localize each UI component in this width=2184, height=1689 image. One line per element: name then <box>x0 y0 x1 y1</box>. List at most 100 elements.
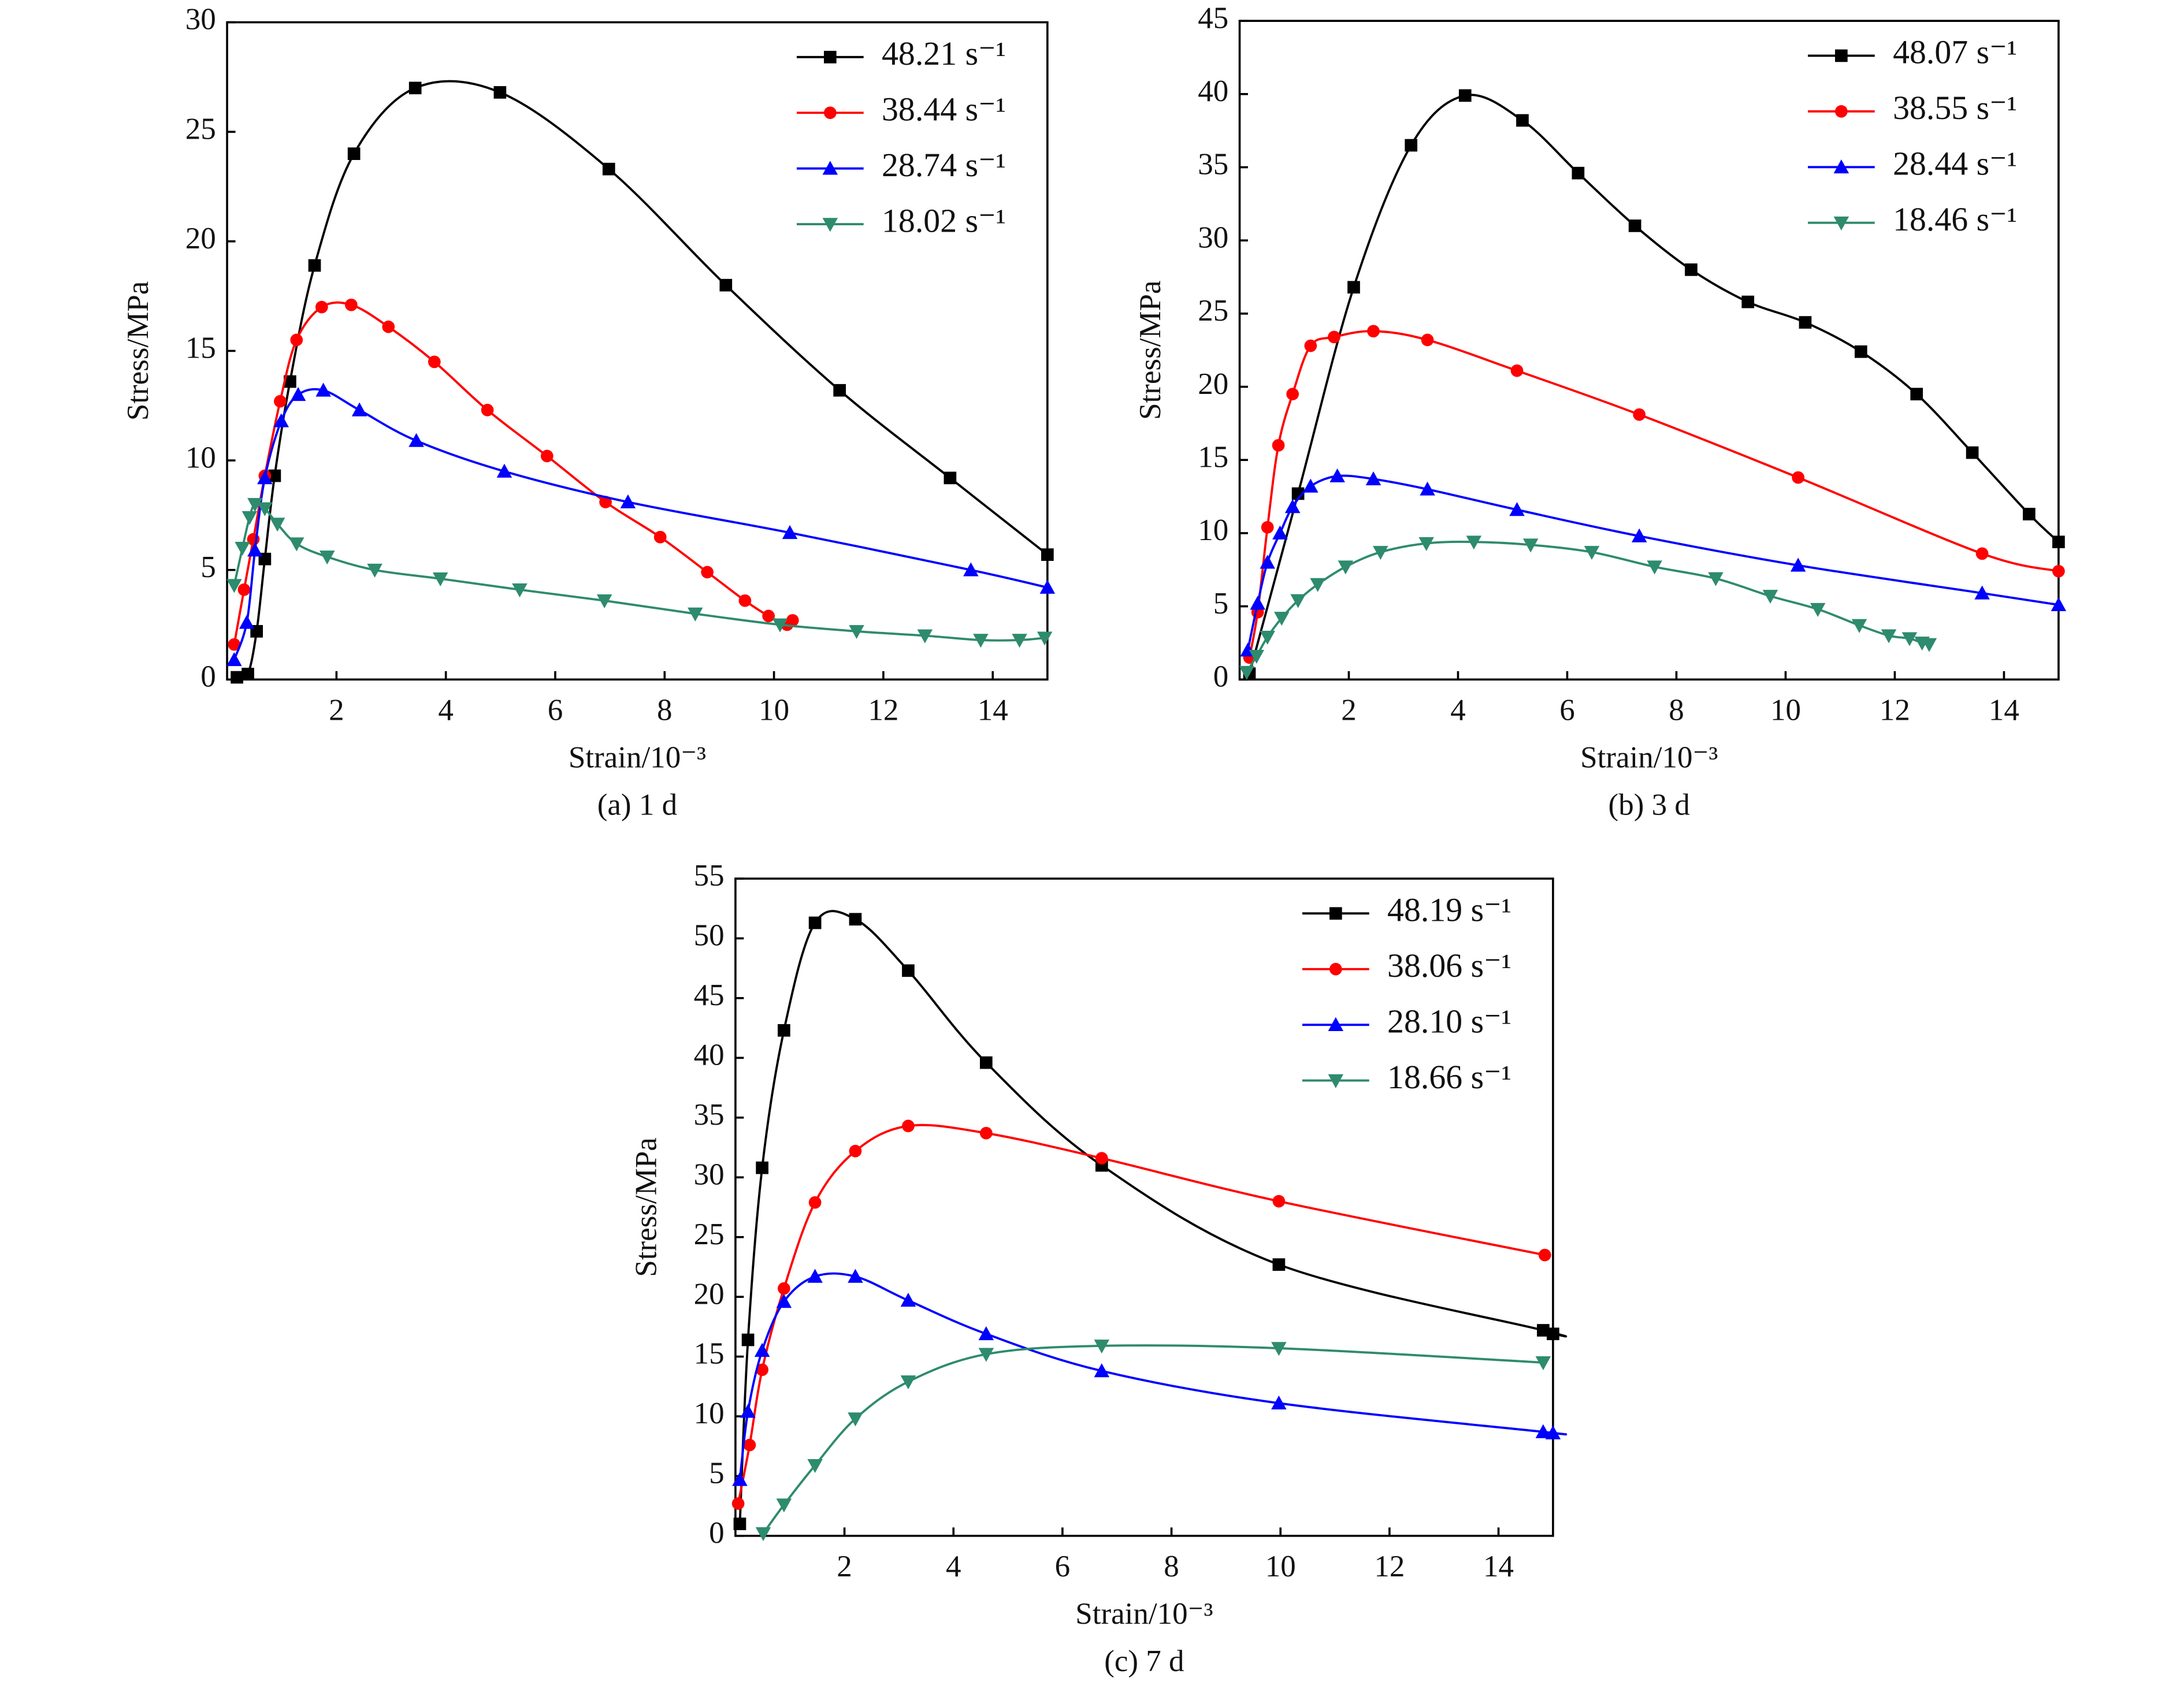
y-tick-label: 35 <box>694 1098 725 1132</box>
marker <box>1418 537 1434 551</box>
marker <box>756 1363 768 1377</box>
x-tick-label: 4 <box>438 693 454 727</box>
marker <box>1741 295 1755 308</box>
marker <box>345 298 358 311</box>
marker <box>242 668 254 680</box>
marker <box>900 1375 916 1390</box>
marker <box>512 583 528 598</box>
marker <box>1535 1356 1551 1371</box>
marker <box>1260 631 1275 645</box>
marker <box>902 1119 915 1133</box>
chart-panel: 0 5 10 15 20 25 30 2 4 6 8 10 12 14 Strain/10⁻³ (a) 1 d… <box>121 3 1056 821</box>
marker <box>1458 89 1472 102</box>
marker <box>1095 1152 1108 1165</box>
marker <box>1420 481 1435 496</box>
marker <box>1633 408 1646 421</box>
marker <box>1910 388 1923 401</box>
marker <box>1538 1248 1551 1262</box>
legend-marker <box>1835 49 1848 62</box>
marker <box>247 542 263 557</box>
marker <box>807 1268 823 1283</box>
marker <box>755 1527 771 1541</box>
marker <box>1631 528 1647 542</box>
marker <box>1328 330 1340 344</box>
x-tick-label: 10 <box>759 693 789 727</box>
y-tick-label: 10 <box>1198 514 1228 547</box>
marker <box>741 1333 755 1346</box>
marker <box>408 433 424 447</box>
marker <box>226 579 242 593</box>
x-axis-label: Strain/10⁻³ <box>569 741 706 774</box>
y-axis-label: Stress/MPa <box>1134 280 1167 420</box>
marker <box>732 1472 748 1486</box>
x-tick-label: 6 <box>1559 693 1575 727</box>
marker <box>1012 634 1027 648</box>
marker <box>740 1404 756 1418</box>
marker <box>772 618 788 633</box>
marker <box>738 594 752 607</box>
marker <box>1271 1395 1287 1410</box>
x-tick-label: 2 <box>1341 693 1357 727</box>
marker <box>754 1342 770 1357</box>
caption: (a) 1 d <box>597 788 677 821</box>
marker <box>1272 439 1285 452</box>
legend-text: 18.66 s⁻¹ <box>1387 1058 1511 1096</box>
y-tick-label: 15 <box>694 1337 725 1371</box>
marker <box>978 1348 994 1362</box>
marker <box>320 550 335 565</box>
legend-marker <box>823 106 837 120</box>
marker <box>1545 1425 1561 1439</box>
caption: (c) 7 d <box>1104 1645 1184 1678</box>
marker <box>315 300 328 314</box>
y-tick-label: 40 <box>1198 75 1228 108</box>
legend-marker <box>1835 105 1848 118</box>
series-line <box>737 1123 1546 1504</box>
marker <box>2052 535 2065 549</box>
marker <box>226 652 242 667</box>
marker <box>1367 325 1380 338</box>
marker <box>602 162 615 176</box>
x-tick-label: 2 <box>329 693 344 727</box>
marker <box>257 502 273 516</box>
legend-marker <box>1329 907 1342 920</box>
marker <box>778 1282 790 1295</box>
marker <box>1547 1327 1559 1341</box>
x-tick-label: 8 <box>657 693 673 727</box>
marker <box>290 387 306 401</box>
marker <box>731 1497 745 1510</box>
marker <box>2052 565 2065 578</box>
marker <box>408 81 422 95</box>
x-tick-label: 8 <box>1669 693 1684 727</box>
marker <box>481 404 494 416</box>
legend-text: 38.55 s⁻¹ <box>1893 89 2017 127</box>
y-tick-label: 20 <box>694 1277 725 1311</box>
series-line <box>762 1344 1544 1534</box>
marker <box>719 278 733 292</box>
y-tick-label: 0 <box>709 1516 725 1550</box>
marker <box>849 625 864 639</box>
x-tick-label: 4 <box>1450 693 1466 727</box>
marker <box>1921 638 1937 652</box>
plot-frame <box>734 877 1554 1537</box>
y-tick-label: 5 <box>709 1457 725 1490</box>
marker <box>756 1161 768 1174</box>
x-tick-label: 14 <box>1989 693 2019 727</box>
marker <box>1537 1324 1550 1337</box>
x-tick-label: 12 <box>1880 693 1910 727</box>
y-tick-label: 0 <box>1213 660 1229 694</box>
x-tick-label: 14 <box>978 693 1008 727</box>
y-tick-label: 0 <box>200 660 216 694</box>
marker <box>1373 546 1388 560</box>
marker <box>428 355 441 369</box>
marker <box>1974 585 1990 600</box>
marker <box>231 671 243 684</box>
marker <box>1790 557 1806 572</box>
marker <box>1966 446 1979 459</box>
marker <box>493 86 507 99</box>
y-tick-label: 40 <box>694 1039 725 1072</box>
marker <box>807 1459 823 1474</box>
marker <box>808 916 822 929</box>
marker <box>1347 281 1360 294</box>
marker <box>347 147 361 160</box>
